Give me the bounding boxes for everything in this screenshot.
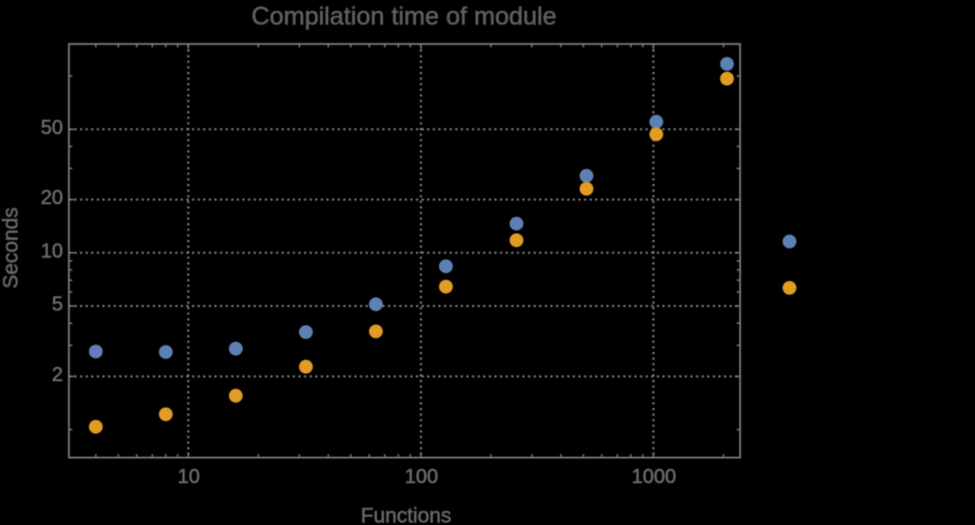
svg-text:Compilation time of module: Compilation time of module bbox=[251, 3, 556, 31]
svg-text:100: 100 bbox=[405, 466, 438, 488]
svg-text:50: 50 bbox=[41, 117, 63, 139]
svg-text:5: 5 bbox=[52, 294, 63, 316]
svg-text:10: 10 bbox=[178, 466, 200, 488]
svg-text:20: 20 bbox=[41, 187, 63, 209]
svg-text:2: 2 bbox=[52, 364, 63, 386]
svg-text:Functions: Functions bbox=[361, 505, 452, 525]
svg-text:10: 10 bbox=[41, 240, 63, 262]
svg-text:Seconds: Seconds bbox=[0, 207, 23, 288]
svg-text:1000: 1000 bbox=[632, 466, 677, 488]
